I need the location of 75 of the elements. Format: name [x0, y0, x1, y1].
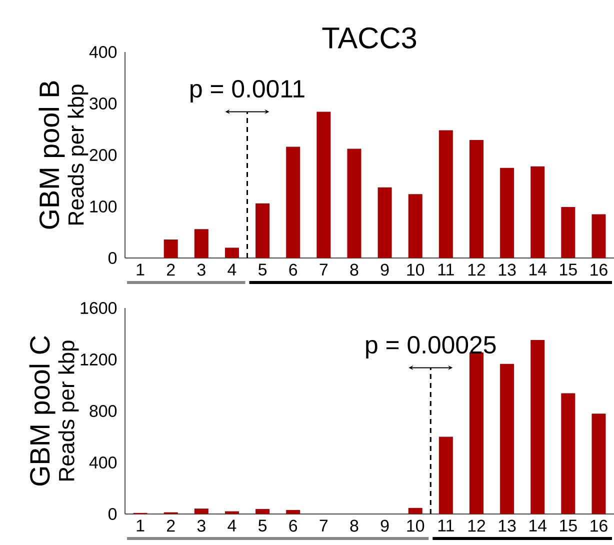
x-tick-label: 10: [407, 520, 424, 532]
bar: [469, 140, 484, 258]
bar: [469, 352, 484, 514]
x-tick-label: 8: [350, 520, 358, 532]
x-tick-label: 6: [289, 264, 298, 276]
x-tick-label: 7: [320, 520, 328, 532]
x-tick-label: 7: [320, 264, 328, 276]
x-tick-label: 1: [136, 264, 144, 276]
x-tick-label: 9: [380, 264, 389, 276]
bar: [530, 340, 545, 514]
annotation: p = 0.0011: [190, 80, 304, 103]
annotation: p = 0.00025: [366, 336, 496, 359]
y-tick-label: 0: [108, 252, 117, 264]
x-tick-label: 12: [468, 264, 486, 276]
bar: [164, 239, 178, 258]
x-tick-label: 11: [438, 264, 454, 276]
bar: [256, 508, 270, 514]
x-tick-label: 11: [438, 520, 454, 532]
text: GBM pool C: [29, 336, 56, 486]
y-tick-label: 400: [89, 46, 117, 58]
bar: [347, 148, 362, 258]
bar: [561, 393, 576, 514]
bar: [438, 436, 453, 514]
bar: [316, 112, 331, 258]
x-tick-label: 15: [560, 520, 577, 532]
y-tick-label: 200: [90, 148, 117, 161]
x-tick-label: 3: [197, 520, 206, 532]
x-tick-label: 8: [350, 264, 358, 276]
bar: [286, 510, 300, 514]
y-tick-label: 400: [89, 456, 117, 468]
x-tick-label: 13: [498, 264, 516, 276]
x-tick-label: 3: [197, 264, 206, 276]
x-tick-label: 4: [228, 264, 236, 276]
x-tick-label: 10: [407, 264, 424, 276]
x-tick-label: 1: [136, 520, 144, 532]
y-tick-label: 0: [108, 508, 117, 520]
bar: [592, 414, 606, 514]
x-tick-label: 15: [560, 264, 577, 276]
y-tick-label: 1200: [80, 353, 117, 366]
x-tick-label: 4: [228, 520, 236, 532]
x-tick-label: 6: [289, 520, 298, 532]
x-tick-label: 16: [590, 520, 608, 532]
bar: [224, 511, 239, 514]
y-tick-label: 1600: [80, 302, 117, 314]
x-tick-label: 14: [529, 520, 547, 532]
bar: [256, 203, 270, 258]
y-axis-title: Reads per kbp: [68, 84, 88, 224]
bar: [500, 364, 514, 514]
x-tick-label: 13: [498, 520, 516, 532]
bar: [224, 248, 239, 258]
bar: [194, 229, 208, 258]
x-tick-label: 2: [167, 264, 175, 276]
bar: [286, 146, 300, 258]
y-tick-label: 100: [90, 200, 117, 212]
x-tick-label: 2: [167, 520, 175, 532]
y-axis-title: Reads per kbp: [58, 340, 79, 480]
text: GBM pool B: [38, 81, 65, 229]
bar: [561, 207, 576, 258]
chart-title: TACC3: [322, 27, 416, 48]
x-tick-label: 14: [529, 264, 547, 276]
x-tick-label: 12: [468, 520, 486, 532]
y-tick-label: 800: [90, 404, 117, 417]
bar: [592, 214, 606, 258]
bar: [408, 508, 422, 514]
bar: [438, 130, 453, 258]
y-tick-label: 300: [90, 97, 117, 110]
x-tick-label: 16: [590, 264, 608, 276]
x-tick-label: 9: [380, 520, 389, 532]
bar: [408, 194, 422, 258]
bar: [378, 187, 392, 258]
bar: [194, 508, 208, 514]
bar: [530, 166, 545, 258]
bar: [500, 168, 514, 258]
x-tick-label: 5: [258, 520, 267, 532]
x-tick-label: 5: [258, 264, 267, 276]
